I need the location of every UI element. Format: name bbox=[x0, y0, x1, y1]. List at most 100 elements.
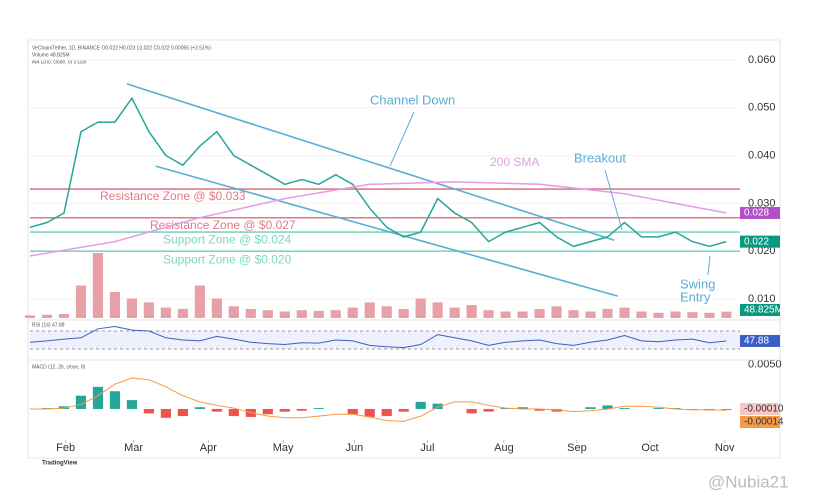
volume-bar bbox=[228, 306, 239, 318]
channel-line bbox=[126, 83, 615, 241]
level-label: Resistance Zone @ $0.033 bbox=[100, 189, 246, 203]
volume-bar bbox=[670, 311, 681, 318]
arrow bbox=[604, 169, 623, 231]
volume-bar bbox=[653, 312, 664, 318]
volume-bar bbox=[262, 310, 273, 318]
value-tag bbox=[740, 206, 780, 219]
volume-bar bbox=[24, 315, 36, 318]
macd-bar bbox=[228, 408, 239, 417]
x-tick-label: Jul bbox=[420, 442, 434, 454]
macd-bar bbox=[381, 408, 392, 417]
x-tick-label: May bbox=[273, 442, 294, 454]
macd-bar bbox=[483, 408, 494, 412]
arrow bbox=[707, 255, 711, 276]
volume-bar bbox=[602, 308, 613, 318]
value-tag bbox=[740, 403, 780, 415]
volume-bar bbox=[364, 302, 375, 318]
volume-bar bbox=[551, 306, 562, 318]
level-label: Support Zone @ $0.024 bbox=[163, 232, 292, 246]
macd-bar bbox=[160, 408, 171, 418]
volume-bar bbox=[126, 298, 138, 318]
macd-bar bbox=[398, 408, 409, 412]
legend-line: MA (200, close, 0) 0.028 bbox=[32, 59, 86, 65]
price-line bbox=[29, 96, 727, 248]
value-tag-label: 48.825M bbox=[744, 305, 783, 316]
x-tick-label: Aug bbox=[494, 442, 514, 454]
level-label: Support Zone @ $0.020 bbox=[163, 252, 292, 266]
brand: TradingView bbox=[42, 461, 78, 467]
macd-bar bbox=[126, 400, 138, 409]
volume-bar bbox=[313, 310, 324, 318]
macd-bar bbox=[92, 386, 104, 409]
y-tick-label: 0.010 bbox=[748, 293, 776, 305]
macd-bar bbox=[143, 408, 154, 414]
volume-bar bbox=[279, 311, 290, 318]
y-tick-label: 0.030 bbox=[748, 197, 776, 209]
macd-bar bbox=[75, 395, 87, 409]
x-tick-label: Oct bbox=[641, 442, 658, 454]
value-tag bbox=[740, 334, 780, 347]
macd-bar bbox=[177, 408, 188, 417]
price-line bbox=[29, 181, 727, 257]
panel-title: MACD (12, 26, close, 9) bbox=[32, 364, 86, 370]
macd-bar bbox=[721, 408, 732, 410]
macd-bar bbox=[585, 407, 596, 409]
volume-bar bbox=[619, 307, 630, 318]
volume-bar bbox=[721, 311, 732, 318]
frame bbox=[27, 39, 781, 459]
volume-bar bbox=[58, 314, 70, 318]
macd-bar bbox=[534, 408, 545, 411]
volume-bar bbox=[534, 308, 545, 318]
value-tag-label: 0.028 bbox=[744, 208, 769, 219]
volume-bar bbox=[245, 308, 256, 318]
macd-bar bbox=[517, 407, 528, 409]
macd-bar bbox=[364, 408, 375, 417]
volume-bar bbox=[483, 310, 494, 318]
volume-bar bbox=[75, 285, 87, 318]
macd-bar bbox=[653, 408, 664, 409]
volume-bar bbox=[415, 298, 426, 318]
volume-bar bbox=[432, 302, 443, 318]
x-tick-label: Mar bbox=[124, 442, 143, 454]
signal-line bbox=[30, 377, 727, 422]
volume-bar bbox=[143, 302, 154, 318]
macd-bar bbox=[194, 407, 205, 409]
legend-line: VeChain/Tether, 1D, BINANCE O0.022 H0.02… bbox=[32, 45, 211, 51]
x-tick-label: Sep bbox=[567, 442, 587, 454]
rsi-line bbox=[29, 325, 727, 349]
channel-line bbox=[155, 165, 618, 297]
volume-bar bbox=[109, 292, 121, 318]
volume-bar bbox=[194, 285, 205, 318]
value-tag-label: 47.88 bbox=[744, 336, 769, 347]
panel-title: RSI (14) 47.88 bbox=[32, 322, 65, 328]
y-tick-label: 0.060 bbox=[748, 54, 776, 66]
y-tick-label: 0.050 bbox=[748, 102, 776, 114]
value-tag-label: 0.022 bbox=[744, 236, 769, 247]
y-tick-label: 0.020 bbox=[748, 245, 776, 257]
macd-bar bbox=[602, 405, 613, 409]
annotation: Breakout bbox=[574, 150, 626, 165]
value-tag bbox=[740, 304, 780, 316]
y-tick-label: 0.0050 bbox=[748, 359, 782, 371]
macd-bar bbox=[296, 408, 307, 411]
volume-bar bbox=[398, 308, 409, 318]
macd-bar bbox=[619, 408, 630, 409]
macd-bar bbox=[109, 391, 121, 409]
volume-bar bbox=[585, 311, 596, 318]
value-tag-label: -0.00014 bbox=[744, 417, 784, 428]
value-tag bbox=[740, 235, 780, 248]
macd-bar bbox=[211, 408, 222, 412]
value-tag bbox=[740, 416, 780, 428]
volume-bar bbox=[41, 314, 53, 318]
y-tick-label: 0.040 bbox=[748, 150, 776, 162]
volume-bar bbox=[449, 307, 460, 318]
x-tick-label: Feb bbox=[56, 442, 75, 454]
macd-bar bbox=[466, 408, 477, 414]
volume-bar bbox=[704, 312, 715, 318]
volume-bar bbox=[466, 305, 477, 318]
volume-bar bbox=[296, 310, 307, 318]
x-tick-label: Apr bbox=[200, 442, 217, 454]
volume-bar bbox=[517, 311, 528, 318]
